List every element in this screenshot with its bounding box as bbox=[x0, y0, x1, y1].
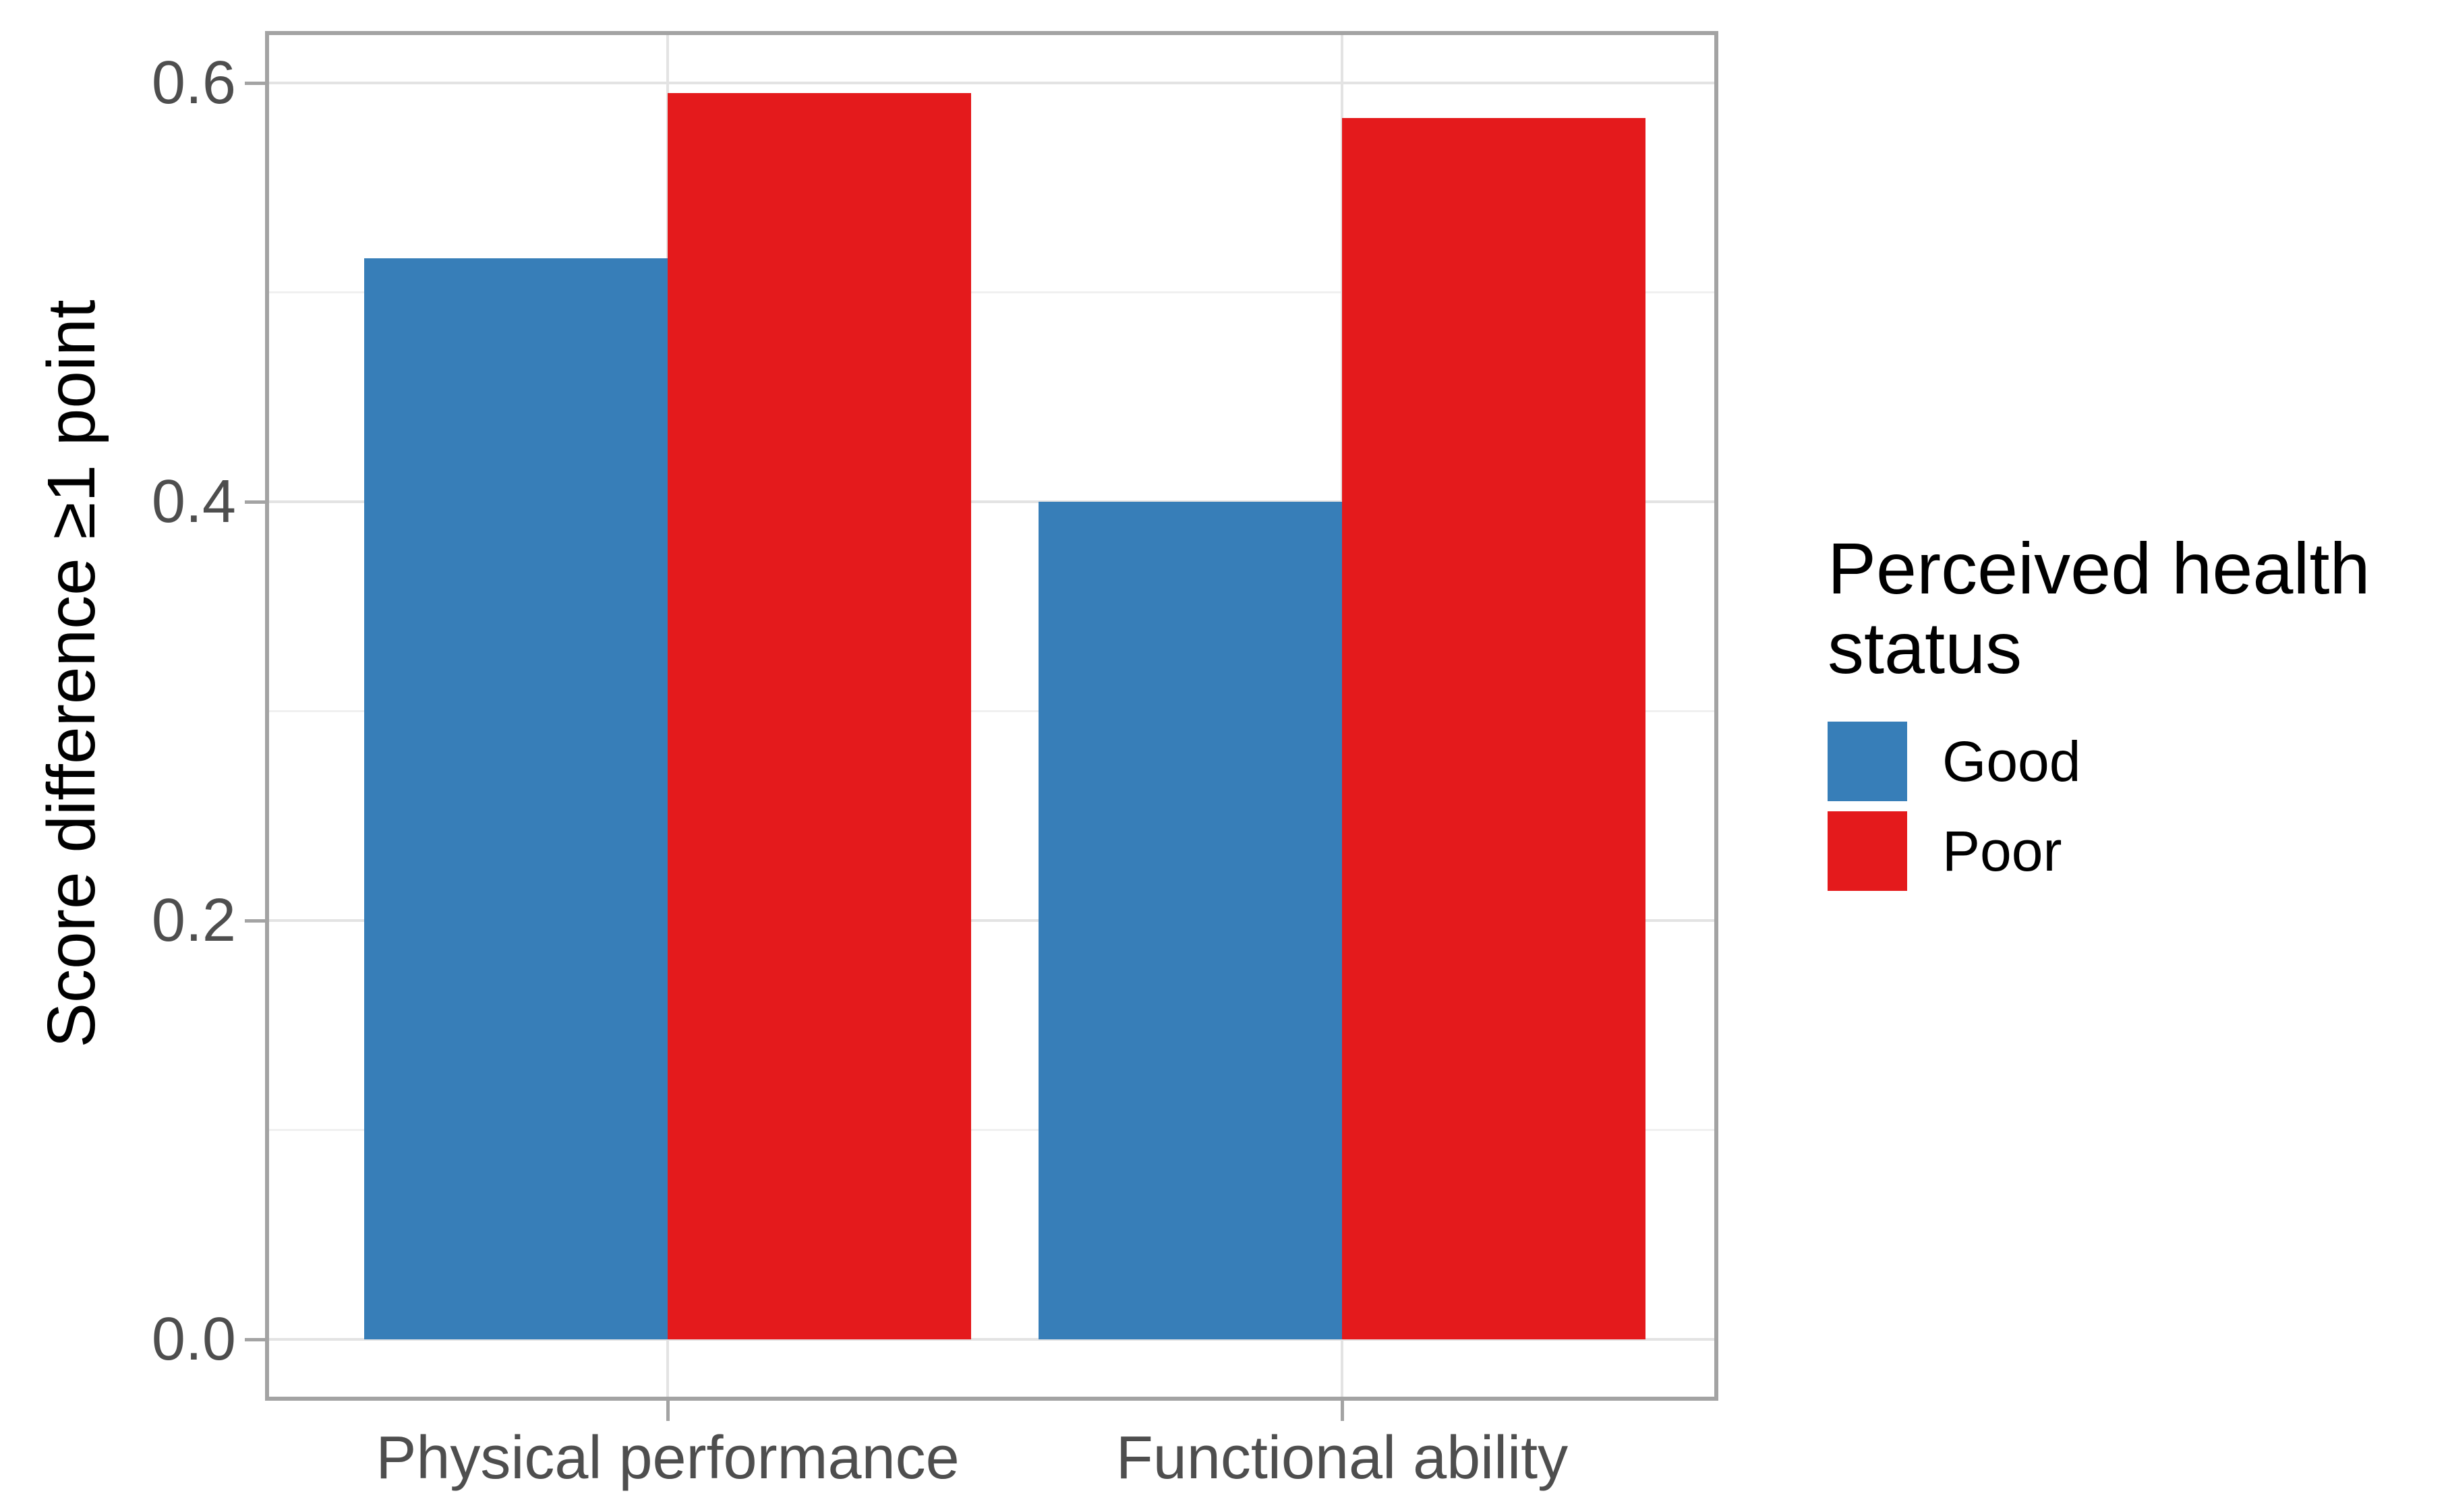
y-tick-label-0.4: 0.4 bbox=[151, 467, 236, 535]
gridline-minor-0.5 bbox=[265, 291, 1718, 294]
x-tick-label-physical-performance: Physical performance bbox=[376, 1424, 960, 1492]
x-tick-label-functional-ability: Functional ability bbox=[1115, 1424, 1569, 1492]
gridline-major-0.0 bbox=[265, 1338, 1718, 1341]
bar-physical-performance-poor bbox=[668, 93, 971, 1339]
x-tick-mark-physical-performance bbox=[666, 1401, 670, 1421]
bar-functional-ability-poor bbox=[1342, 118, 1645, 1339]
legend-title: Perceived health status bbox=[1828, 527, 2370, 689]
y-tick-label-0.6: 0.6 bbox=[151, 49, 236, 117]
x-tick-mark-functional-ability bbox=[1341, 1401, 1344, 1421]
legend-item-label-poor: Poor bbox=[1942, 819, 2062, 883]
bar-physical-performance-good bbox=[364, 258, 668, 1339]
legend-item-label-good: Good bbox=[1942, 730, 2081, 793]
y-tick-mark-0.4 bbox=[245, 500, 265, 504]
gridline-major-0.6 bbox=[265, 81, 1718, 84]
y-tick-mark-0.6 bbox=[245, 81, 265, 85]
gridline-minor-0.1 bbox=[265, 1129, 1718, 1132]
y-tick-mark-0.2 bbox=[245, 919, 265, 923]
bar-functional-ability-good bbox=[1039, 501, 1342, 1339]
plot-panel bbox=[265, 31, 1718, 1401]
legend-key-good-swatch bbox=[1828, 722, 1907, 801]
legend: Perceived health status Good Poor bbox=[1828, 527, 2448, 891]
legend-key-poor-swatch bbox=[1828, 811, 1907, 891]
gridline-major-0.2 bbox=[265, 919, 1718, 922]
gridline-minor-0.3 bbox=[265, 710, 1718, 713]
y-tick-label-0.2: 0.2 bbox=[151, 886, 236, 954]
gridline-major-0.4 bbox=[265, 500, 1718, 503]
y-axis-title: Score difference ≥1 point bbox=[34, 299, 109, 1048]
y-tick-label-0.0: 0.0 bbox=[151, 1306, 236, 1373]
y-tick-mark-0.0 bbox=[245, 1338, 265, 1341]
